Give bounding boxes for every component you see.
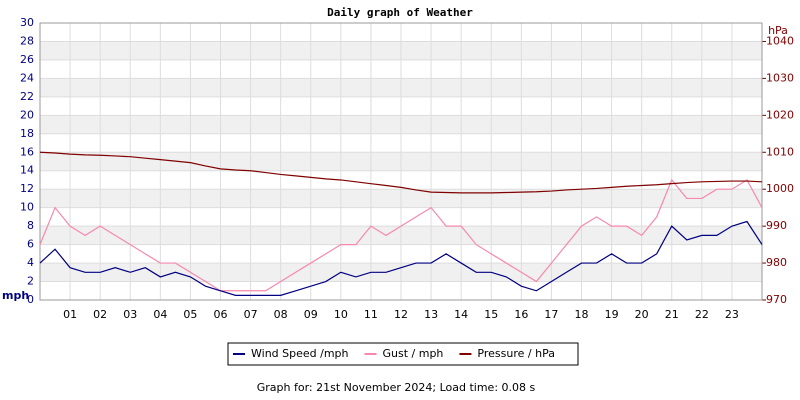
x-tick-label: 19 (605, 308, 619, 321)
x-tick-label: 04 (153, 308, 167, 321)
y2-tick-label: 1020 (766, 108, 794, 121)
y-tick-label: 26 (20, 53, 34, 66)
y2-tick-label: 1000 (766, 182, 794, 195)
x-tick-label: 02 (93, 308, 107, 321)
x-tick-label: 05 (183, 308, 197, 321)
x-tick-label: 03 (123, 308, 137, 321)
legend-label: Wind Speed /mph (251, 347, 349, 360)
y-tick-label: 24 (20, 71, 34, 84)
y-tick-label: 12 (20, 182, 34, 195)
y2-tick-label: 1010 (766, 145, 794, 158)
y-tick-label: 22 (20, 90, 34, 103)
x-tick-label: 23 (725, 308, 739, 321)
y-tick-label: 8 (27, 219, 34, 232)
series-line (39, 151, 763, 194)
y2-tick-label: 980 (766, 256, 787, 269)
x-tick-label: 06 (214, 308, 228, 321)
x-tick-label: 10 (334, 308, 348, 321)
legend-label: Gust / mph (383, 347, 444, 360)
x-tick-label: 13 (424, 308, 438, 321)
chart-title: Daily graph of Weather (327, 6, 473, 19)
plot-frame (39, 22, 763, 301)
x-tick-label: 18 (575, 308, 589, 321)
legend-box (227, 342, 579, 366)
y-tick-label: 10 (20, 201, 34, 214)
y-tick-label: 14 (20, 164, 34, 177)
x-tick-label: 21 (665, 308, 679, 321)
x-tick-label: 01 (63, 308, 77, 321)
y-tick-label: 28 (20, 34, 34, 47)
x-tick-label: 14 (454, 308, 468, 321)
y2-tick-label: 990 (766, 219, 787, 232)
y-tick-label: 20 (20, 108, 34, 121)
y2-tick-label: 1030 (766, 71, 794, 84)
y2-tick-label: 970 (766, 293, 787, 306)
x-tick-label: 15 (484, 308, 498, 321)
series-line (39, 220, 763, 296)
y2-axis-label: hPa (768, 24, 788, 37)
x-tick-label: 08 (274, 308, 288, 321)
x-tick-label: 17 (544, 308, 558, 321)
x-tick-label: 22 (695, 308, 709, 321)
x-tick-label: 16 (514, 308, 528, 321)
y-tick-label: 18 (20, 127, 34, 140)
y-axis-label: mph (2, 289, 29, 302)
x-tick-label: 11 (364, 308, 378, 321)
x-tick-label: 07 (244, 308, 258, 321)
y2-tick-label: 1040 (766, 34, 794, 47)
y-tick-label: 4 (27, 256, 34, 269)
legend-label: Pressure / hPa (477, 347, 555, 360)
y-tick-label: 6 (27, 238, 34, 251)
x-tick-label: 20 (635, 308, 649, 321)
footer: Graph for: 21st November 2024; Load time… (257, 381, 536, 394)
series-line (39, 178, 763, 292)
y-tick-label: 16 (20, 145, 34, 158)
y-tick-label: 2 (27, 275, 34, 288)
x-tick-label: 09 (304, 308, 318, 321)
x-tick-label: 12 (394, 308, 408, 321)
y-tick-label: 30 (20, 16, 34, 29)
y-tick-label: 0 (27, 293, 34, 306)
